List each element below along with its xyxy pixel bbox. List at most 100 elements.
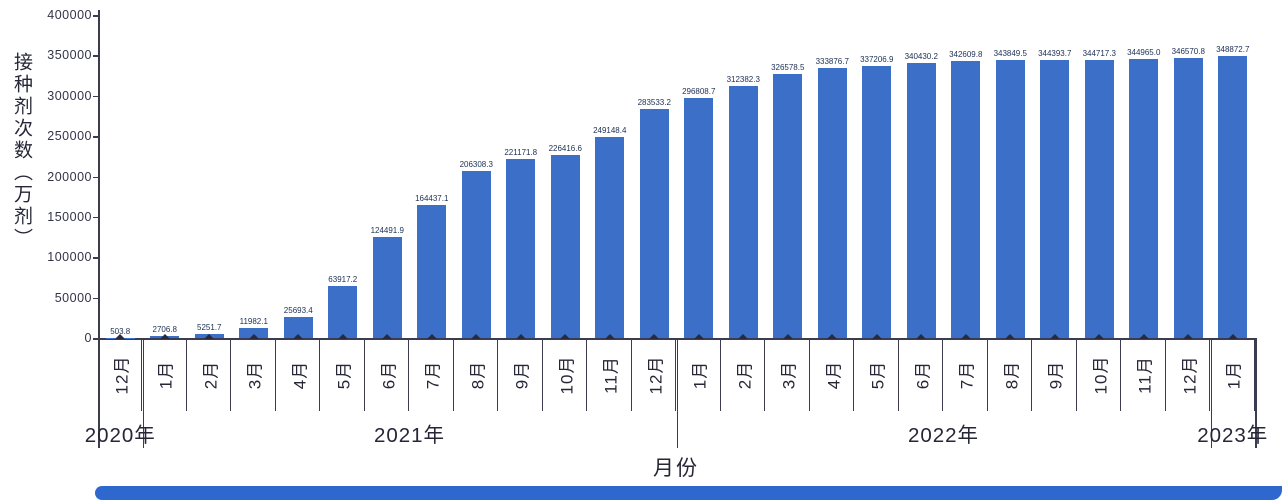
baseline-tick-triangle xyxy=(1094,334,1105,339)
baseline-tick-triangle xyxy=(159,334,170,339)
bar-value-label: 343849.5 xyxy=(993,49,1027,59)
y-axis-title: 接种剂次数（万剂） xyxy=(11,52,32,250)
month-cell: 7月 xyxy=(944,339,988,411)
month-tick-label: 7月 xyxy=(957,360,977,390)
month-cell: 12月 xyxy=(632,339,676,411)
month-tick-label: 8月 xyxy=(468,360,487,390)
baseline-tick-triangle xyxy=(115,334,126,339)
bar xyxy=(1040,59,1070,338)
bar xyxy=(461,171,491,338)
month-tick-label: 9月 xyxy=(512,360,532,390)
bar-value-label: 249148.4 xyxy=(593,125,627,135)
y-tick-label: 200000 xyxy=(47,169,92,184)
baseline-tick-triangle xyxy=(560,334,571,339)
baseline-tick-triangle xyxy=(916,334,927,339)
month-tick-label: 5月 xyxy=(868,360,888,390)
bar xyxy=(862,65,892,338)
y-tick-label: 0 xyxy=(84,331,92,345)
bar-value-label: 283533.2 xyxy=(637,98,671,108)
month-cell: 1月 xyxy=(1211,339,1255,411)
month-cell: 10月 xyxy=(543,339,587,411)
year-label: 2020年 xyxy=(84,424,156,447)
baseline-tick-triangle xyxy=(293,334,304,339)
month-cell: 9月 xyxy=(1033,339,1077,411)
month-tick-label: 4月 xyxy=(824,360,843,390)
month-cell: 7月 xyxy=(410,339,454,411)
year-boundary-line xyxy=(1210,338,1212,448)
y-tick-mark xyxy=(93,176,98,178)
month-tick-label: 8月 xyxy=(1002,360,1021,390)
bar-value-label: 221171.8 xyxy=(504,148,538,158)
year-label: 2022年 xyxy=(907,424,980,447)
year-boundary-line xyxy=(98,338,100,448)
baseline-tick-triangle xyxy=(1183,334,1194,339)
y-tick-mark xyxy=(93,15,98,17)
bar-value-label: 124491.9 xyxy=(370,226,404,236)
month-tick-label: 11月 xyxy=(1135,356,1155,394)
baseline-tick-triangle xyxy=(471,334,482,339)
baseline-tick-triangle xyxy=(1049,334,1060,339)
bar xyxy=(1218,56,1248,338)
month-tick-label: 1月 xyxy=(690,360,710,390)
y-tick-label: 100000 xyxy=(47,250,92,265)
month-cell: 11月 xyxy=(1122,339,1166,411)
bar xyxy=(239,328,269,338)
y-tick-label: 250000 xyxy=(47,129,92,144)
month-cell: 3月 xyxy=(766,339,810,411)
bar-value-label: 337206.9 xyxy=(860,54,894,64)
bar xyxy=(995,60,1025,338)
baseline-tick-triangle xyxy=(827,334,838,339)
month-cell: 12月 xyxy=(1166,339,1210,411)
baseline-tick-triangle xyxy=(426,334,437,339)
baseline-tick-triangle xyxy=(693,334,704,339)
baseline-tick-triangle xyxy=(649,334,660,339)
bar-value-label: 63917.2 xyxy=(328,275,358,285)
baseline-tick-triangle xyxy=(204,334,215,339)
month-tick-label: 2月 xyxy=(735,360,754,390)
footer-accent-bar xyxy=(95,486,1282,500)
month-tick-label: 10月 xyxy=(1091,355,1110,395)
bar xyxy=(773,74,803,338)
month-tick-label: 12月 xyxy=(1180,355,1199,395)
y-tick-mark xyxy=(93,257,98,259)
month-cell: 2月 xyxy=(187,339,231,411)
bar-value-label: 11982.1 xyxy=(239,317,268,327)
month-tick-label: 3月 xyxy=(779,360,799,390)
baseline-tick-triangle xyxy=(515,334,526,339)
baseline-tick-triangle xyxy=(1005,334,1016,339)
y-tick-label: 150000 xyxy=(47,209,92,224)
bar xyxy=(283,317,313,338)
bar-value-label: 340430.2 xyxy=(904,52,938,62)
bar xyxy=(1129,59,1159,338)
y-tick-mark xyxy=(93,338,98,340)
month-cell: 3月 xyxy=(232,339,276,411)
bar xyxy=(906,63,936,338)
bar xyxy=(684,98,714,338)
bar-value-label: 326578.5 xyxy=(771,63,805,73)
bar xyxy=(595,136,625,338)
baseline-tick-triangle xyxy=(1138,334,1149,339)
year-label: 2023年 xyxy=(1197,424,1269,447)
baseline-tick-triangle xyxy=(1227,334,1238,339)
year-boundary-line xyxy=(142,338,144,448)
bar-value-label: 25693.4 xyxy=(283,306,313,316)
month-tick-label: 7月 xyxy=(423,360,443,390)
year-boundary-line xyxy=(676,338,678,448)
month-tick-label: 11月 xyxy=(601,356,621,394)
month-tick-label: 1月 xyxy=(156,360,176,390)
bar-value-label: 348872.7 xyxy=(1216,45,1250,55)
month-tick-label: 5月 xyxy=(334,360,354,390)
bar-value-label: 2706.8 xyxy=(152,324,177,334)
bar xyxy=(372,237,402,338)
y-axis-line xyxy=(98,10,100,448)
month-tick-label: 1月 xyxy=(1224,360,1244,390)
bar xyxy=(328,286,358,338)
bar xyxy=(639,109,669,338)
bar-value-label: 333876.7 xyxy=(815,57,849,67)
month-cell: 10月 xyxy=(1077,339,1121,411)
bar-value-label: 226416.6 xyxy=(548,144,582,154)
month-cell: 5月 xyxy=(855,339,899,411)
bar xyxy=(817,68,847,338)
month-cell: 5月 xyxy=(321,339,365,411)
baseline-tick-triangle xyxy=(782,334,793,339)
